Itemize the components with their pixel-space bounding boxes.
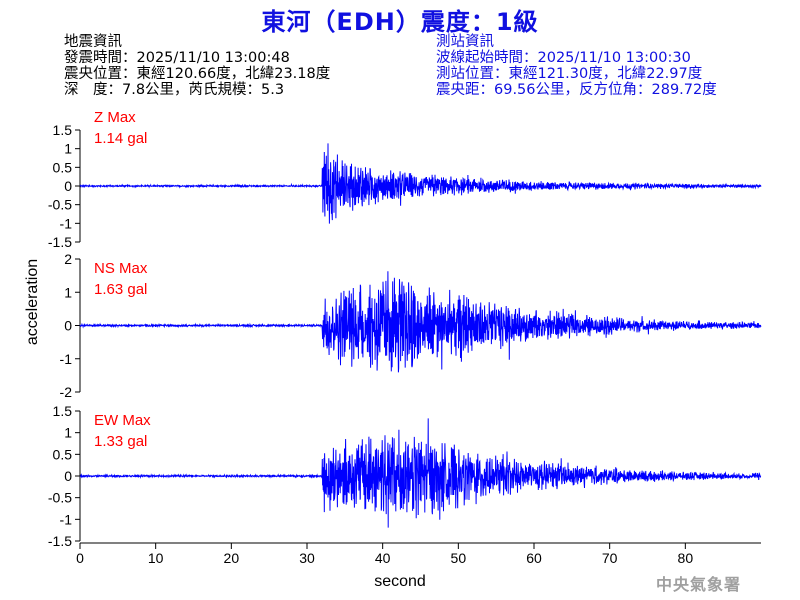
waveform-trace-1 xyxy=(79,143,762,224)
waveform-trace-3 xyxy=(79,418,762,528)
y-tick-label: -2 xyxy=(60,384,73,400)
x-tick-label: 80 xyxy=(678,550,694,566)
y-tick-label: -1.5 xyxy=(48,234,72,250)
x-tick-label: 30 xyxy=(299,550,315,566)
y-axis-title: acceleration xyxy=(24,259,41,345)
y-tick-label: -0.5 xyxy=(48,490,72,506)
quake-depth-magnitude: 深 度：7.8公里，芮氏規模：5.3 xyxy=(64,82,285,98)
quake-info-heading: 地震資訊 xyxy=(64,34,122,50)
wave-start-time: 波線起始時間：2025/11/10 13:00:30 xyxy=(436,50,691,66)
panel-name-label: EW Max xyxy=(94,412,151,429)
y-tick-label: -1 xyxy=(60,511,73,527)
x-tick-label: 20 xyxy=(224,550,240,566)
x-tick-label: 0 xyxy=(76,550,84,566)
station-info: 測站資訊 波線起始時間：2025/11/10 13:00:30 測站位置：東經1… xyxy=(436,34,717,98)
x-tick-label: 60 xyxy=(526,550,542,566)
panel-name-label: Z Max xyxy=(94,109,136,126)
y-tick-label: -1.5 xyxy=(48,533,72,549)
waveform-trace-2 xyxy=(79,271,762,373)
panel-name-label: NS Max xyxy=(94,260,148,277)
y-tick-label: 0 xyxy=(64,178,72,194)
y-tick-label: 1 xyxy=(64,141,72,157)
y-tick-label: 0 xyxy=(64,468,72,484)
x-tick-label: 50 xyxy=(451,550,467,566)
station-info-heading: 測站資訊 xyxy=(436,34,494,50)
panel-peak-label: 1.63 gal xyxy=(94,281,147,298)
panel-peak-label: 1.33 gal xyxy=(94,433,147,450)
y-tick-label: 2 xyxy=(64,251,72,267)
x-tick-label: 40 xyxy=(375,550,391,566)
y-tick-label: 1.5 xyxy=(53,403,73,419)
y-tick-label: 0.5 xyxy=(53,159,73,175)
y-tick-label: -1 xyxy=(60,351,73,367)
epicentral-distance: 震央距：69.56公里，反方位角：289.72度 xyxy=(436,82,717,98)
panel-peak-label: 1.14 gal xyxy=(94,130,147,147)
quake-info: 地震資訊 發震時間：2025/11/10 13:00:48 震央位置：東經120… xyxy=(64,34,330,98)
x-tick-label: 70 xyxy=(602,550,618,566)
y-tick-label: 1 xyxy=(64,425,72,441)
y-tick-label: 1 xyxy=(64,284,72,300)
quake-time: 發震時間：2025/11/10 13:00:48 xyxy=(64,50,290,66)
page-title: 東河（EDH）震度：1級 xyxy=(261,8,539,36)
station-location: 測站位置：東經121.30度，北緯22.97度 xyxy=(436,66,703,82)
agency-label: 中央氣象署 xyxy=(656,575,742,594)
y-tick-label: 0.5 xyxy=(53,446,73,462)
y-tick-label: 0 xyxy=(64,318,72,334)
x-axis-title: second xyxy=(374,573,426,590)
x-tick-label: 10 xyxy=(148,550,164,566)
y-tick-label: 1.5 xyxy=(53,122,73,138)
y-tick-label: -1 xyxy=(60,215,73,231)
y-tick-label: -0.5 xyxy=(48,197,72,213)
quake-epicenter: 震央位置：東經120.66度，北緯23.18度 xyxy=(64,66,331,82)
